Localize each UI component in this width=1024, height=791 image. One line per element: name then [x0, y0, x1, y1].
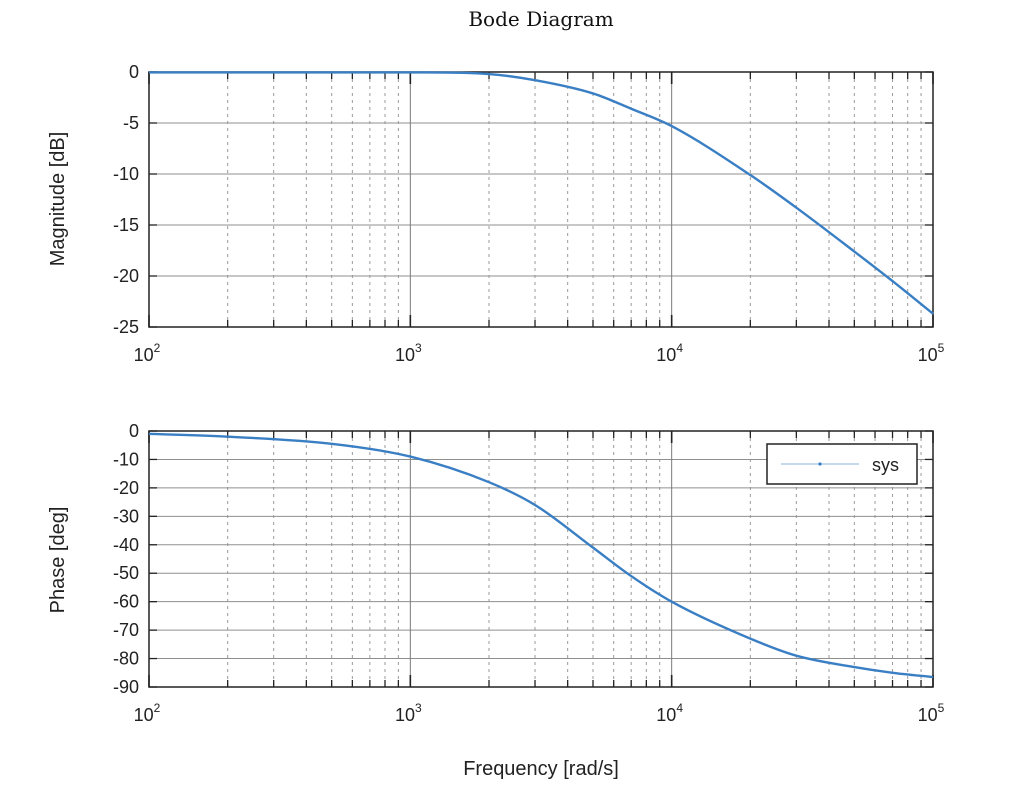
- x-tick-label: 104: [656, 341, 683, 365]
- legend-entry-sys: sys: [872, 455, 899, 475]
- phase-series-line: [148, 432, 934, 679]
- y-tick-label: -15: [113, 215, 139, 235]
- magnitude-axes-frame: [148, 71, 934, 328]
- y-tick-label: -10: [113, 164, 139, 184]
- y-tick-label: -70: [113, 620, 139, 640]
- y-tick-label: -5: [123, 113, 139, 133]
- y-tick-label: -20: [113, 266, 139, 286]
- x-tick-label: 105: [918, 341, 945, 365]
- y-tick-label: -25: [113, 317, 139, 337]
- phase-axes-frame: [148, 430, 934, 688]
- legend: sys: [766, 443, 918, 485]
- y-tick-label: -20: [113, 478, 139, 498]
- y-tick-label: -10: [113, 449, 139, 469]
- x-tick-label: 104: [656, 701, 683, 725]
- y-tick-label: 0: [129, 421, 139, 441]
- magnitude-series-line: [149, 71, 934, 315]
- magnitude-axis-label: Magnitude [dB]: [47, 132, 69, 267]
- x-tick-label: 102: [134, 701, 161, 725]
- x-tick-label: 105: [918, 701, 945, 725]
- chart-title: Bode Diagram: [468, 7, 613, 31]
- x-tick-label: 103: [395, 701, 422, 725]
- magnitude-panel: 0 -5 -10 -15 -20 -25 102 103 104 105: [113, 62, 945, 365]
- frequency-axis-label: Frequency [rad/s]: [463, 758, 619, 780]
- y-tick-label: -80: [113, 649, 139, 669]
- y-tick-label: -40: [113, 535, 139, 555]
- y-tick-label: -90: [113, 677, 139, 697]
- y-tick-label: -50: [113, 563, 139, 583]
- legend-marker: [818, 462, 822, 466]
- x-tick-label: 103: [395, 341, 422, 365]
- phase-panel: 0 -10 -20 -30 -40 -50 -60 -70 -80 -90 102 103 104 105…: [113, 421, 945, 725]
- y-tick-label: -30: [113, 506, 139, 526]
- phase-axis-label: Phase [deg]: [47, 507, 69, 614]
- x-tick-label: 102: [134, 341, 161, 365]
- y-tick-label: -60: [113, 592, 139, 612]
- y-tick-label: 0: [129, 62, 139, 82]
